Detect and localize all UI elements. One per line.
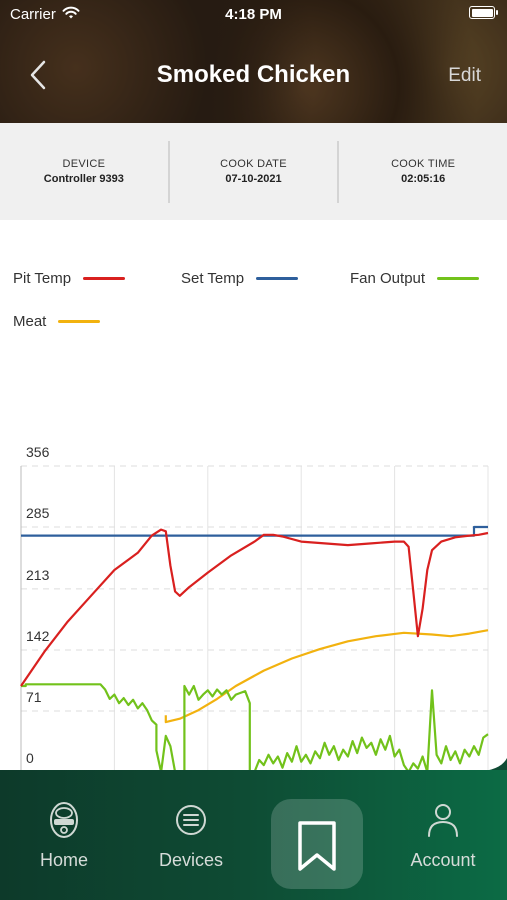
header-banner: Carrier 4:18 PM Smoked Chicken Edit bbox=[0, 0, 507, 123]
device-label: DEVICE bbox=[62, 158, 106, 170]
legend-pit-temp[interactable]: Pit Temp bbox=[13, 270, 126, 287]
list-icon bbox=[176, 805, 206, 835]
nav-bar: Smoked Chicken Edit bbox=[0, 50, 507, 100]
series-line-pit-temp bbox=[20, 528, 489, 687]
back-button[interactable] bbox=[22, 58, 56, 92]
cook-time-value: 02:05:16 bbox=[401, 173, 446, 185]
tab-bar bbox=[0, 770, 507, 900]
legend-label: Set Temp bbox=[181, 270, 245, 287]
tab-label: Devices bbox=[158, 850, 224, 870]
battery-icon bbox=[469, 6, 498, 19]
legend-set-temp[interactable]: Set Temp bbox=[181, 270, 299, 287]
legend-fan-output[interactable]: Fan Output bbox=[350, 270, 480, 287]
y-tick-label: 142 bbox=[26, 628, 50, 644]
cook-date-value: 07-10-2021 bbox=[225, 173, 282, 185]
divider bbox=[167, 140, 170, 203]
divider bbox=[337, 140, 340, 203]
legend-swatch bbox=[58, 320, 101, 323]
tab-home[interactable]: Home bbox=[9, 800, 119, 871]
tab-account[interactable]: Account bbox=[388, 800, 498, 871]
wifi-icon bbox=[62, 6, 80, 19]
series-line-meat bbox=[164, 629, 489, 724]
tab-label: Home bbox=[39, 850, 88, 870]
cook-info-row: DEVICE Controller 9393 COOK DATE 07-10-2… bbox=[0, 123, 507, 220]
clock: 4:18 PM bbox=[225, 6, 282, 23]
series-line-fan-output bbox=[21, 683, 489, 774]
legend-label: Pit Temp bbox=[13, 270, 72, 287]
legend-swatch bbox=[83, 277, 126, 280]
cook-time-label: COOK TIME bbox=[391, 158, 456, 170]
status-bar: Carrier 4:18 PM bbox=[0, 0, 507, 30]
device-value: Controller 9393 bbox=[43, 173, 124, 185]
tab-devices[interactable]: Devices bbox=[136, 800, 246, 871]
cook-date-info: COOK DATE 07-10-2021 bbox=[170, 158, 338, 185]
legend-swatch bbox=[256, 277, 299, 280]
cook-date-label: COOK DATE bbox=[220, 158, 287, 170]
grill-egg-icon bbox=[50, 802, 78, 838]
tab-saved-cooks[interactable] bbox=[271, 799, 363, 889]
y-tick-label: 213 bbox=[26, 567, 50, 583]
legend-label: Fan Output bbox=[350, 270, 426, 287]
bookmark-icon bbox=[298, 821, 336, 871]
tab-label: Account bbox=[410, 850, 476, 870]
series-line-set-temp bbox=[21, 525, 488, 537]
legend-label: Meat bbox=[13, 313, 47, 330]
carrier-label: Carrier bbox=[10, 6, 56, 23]
y-tick-label: 0 bbox=[26, 750, 34, 766]
legend-swatch bbox=[437, 277, 480, 280]
y-tick-label: 71 bbox=[26, 689, 42, 705]
temperature-chart: 356 285 213 142 71 0 bbox=[20, 444, 489, 774]
device-info: DEVICE Controller 9393 bbox=[0, 158, 168, 185]
person-icon bbox=[428, 804, 458, 837]
y-tick-label: 285 bbox=[26, 505, 50, 521]
page-title: Smoked Chicken bbox=[156, 61, 351, 88]
cook-time-info: COOK TIME 02:05:16 bbox=[339, 158, 507, 185]
legend-meat[interactable]: Meat bbox=[13, 313, 101, 330]
y-tick-label: 356 bbox=[26, 444, 50, 460]
edit-button[interactable]: Edit bbox=[448, 65, 481, 86]
